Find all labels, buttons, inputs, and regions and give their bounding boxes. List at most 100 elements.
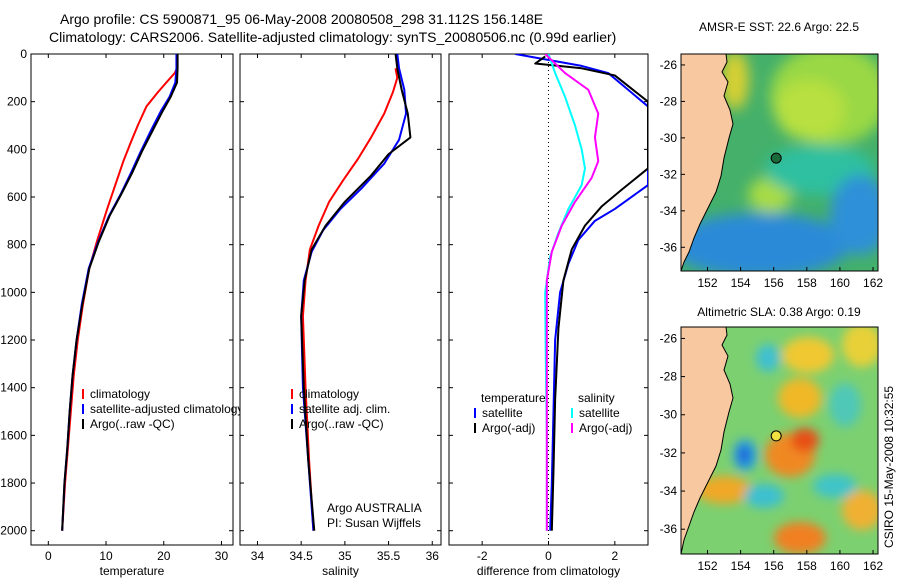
temperature-panel: 0 10 20 30 0 200 400 600 800 1000 1200 1400 1600 1800… [0, 47, 243, 578]
sst-map-title: AMSR-E SST: 22.6 Argo: 22.5 [699, 20, 859, 34]
salinity-xtick-label: 36 [426, 549, 440, 563]
sst-map-lat-label: -32 [660, 167, 678, 181]
sst-warm-core [775, 80, 845, 140]
temperature-legend-entry: Argo(..raw -QC) [90, 417, 175, 431]
depth-tick-label: 1800 [0, 476, 27, 490]
temperature-line-climatology [61, 67, 178, 531]
sla-high-7 [774, 522, 826, 554]
sla-map-title: Altimetric SLA: 0.38 Argo: 0.19 [697, 305, 861, 319]
difference-from-climatology-legend-entry: satellite [579, 406, 620, 420]
depth-tick-label: 200 [7, 95, 27, 109]
difference-from-climatology-xlabel: difference from climatology [477, 564, 620, 578]
temperature-axes-frame [30, 53, 234, 546]
sst-map-lon-label: 160 [830, 276, 850, 290]
sla-low-5 [813, 474, 857, 498]
sst-map-lat-label: -34 [660, 204, 678, 218]
salinity-xtick-label: 35 [338, 549, 352, 563]
sst-cool-region [681, 213, 850, 271]
temperature-xtick-label: 20 [157, 549, 171, 563]
temperature-xtick-label: 10 [99, 549, 113, 563]
sla-high-8 [842, 490, 878, 530]
sst-map-frame [680, 53, 879, 272]
salinity-legend-entry: climatology [299, 387, 359, 401]
sla-map-lon-label: 152 [697, 559, 717, 573]
sla-low-2 [829, 383, 861, 427]
temperature-legend-entry: climatology [90, 387, 150, 401]
difference-from-climatology-line-temperature-satellite [515, 54, 648, 531]
sla-high-6 [696, 476, 752, 504]
depth-tick-label: 1000 [0, 285, 27, 299]
sla-argo-marker [770, 430, 782, 442]
depth-tick-label: 2000 [0, 524, 27, 538]
depth-tick-label: 1600 [0, 428, 27, 442]
depth-tick-label: 1200 [0, 333, 27, 347]
argo-annotation: Argo AUSTRALIA [327, 501, 422, 515]
sla-map-lat-label: -30 [660, 408, 678, 422]
salinity-xtick-label: 35.5 [377, 549, 401, 563]
depth-tick-label: 0 [20, 47, 27, 61]
sst-map-lon-label: 154 [731, 276, 751, 290]
sst-coastal-warm [721, 54, 749, 110]
figure-title-line1: Argo profile: CS 5900871_95 06-May-2008 … [60, 11, 543, 27]
sst-land [681, 54, 734, 271]
sla-high-2 [842, 327, 878, 367]
sla-map-lon-label: 158 [797, 559, 817, 573]
salinity-legend-entry: satellite adj. clim. [299, 402, 390, 416]
sst-map: AMSR-E SST: 22.6 Argo: 22.5 152 154 156 158… [660, 20, 884, 290]
difference-from-climatology-legend-entry: salinity [578, 391, 615, 405]
sla-high-5 [791, 428, 819, 452]
figure-title-line2: Climatology: CARS2006. Satellite-adjuste… [49, 29, 616, 45]
salinity-panel: 34 34.5 35 35.5 36 salinity climatologysatelli… [239, 53, 442, 578]
sla-low-3-core [738, 446, 750, 464]
difference-from-climatology-legend-entry: satellite [482, 406, 523, 420]
difference-from-climatology-line-temperature-argo-adj- [534, 55, 648, 531]
temperature-xtick-label: 30 [215, 549, 229, 563]
difference-from-climatology-legend-entry: Argo(-adj) [579, 421, 632, 435]
difference-from-climatology-line-salinity-argo-adj- [544, 54, 600, 531]
sla-map-lat-label: -34 [660, 484, 678, 498]
sla-map-lat-label: -28 [660, 370, 678, 384]
temperature-xtick-label: 0 [45, 549, 52, 563]
sst-map-lon-label: 158 [797, 276, 817, 290]
sla-map-frame [680, 326, 879, 555]
salinity-xtick-label: 34.5 [289, 549, 313, 563]
sst-cool-east [830, 175, 878, 255]
sla-map-lon-label: 162 [863, 559, 883, 573]
sst-map-lat-label: -30 [660, 131, 678, 145]
argo-annotation: PI: Susan Wijffels [327, 516, 421, 530]
temperature-legend-entry: satellite-adjusted climatology [90, 402, 243, 416]
sla-low-4 [744, 484, 784, 508]
difference-from-climatology-legend-entry: Argo(-adj) [482, 421, 535, 435]
salinity-axes-frame [239, 53, 442, 546]
sla-map-lon-label: 156 [764, 559, 784, 573]
difference-from-climatology-axes-frame [448, 53, 649, 546]
temperature-xlabel: temperature [100, 564, 165, 578]
depth-tick-label: 800 [7, 238, 27, 252]
sst-map-lon-label: 152 [697, 276, 717, 290]
sst-map-lat-label: -28 [660, 94, 678, 108]
depth-tick-label: 400 [7, 142, 27, 156]
difference-from-climatology-xtick-label: 0 [545, 549, 552, 563]
sla-land [681, 327, 734, 554]
difference-from-climatology-xtick-label: 2 [611, 549, 618, 563]
difference-from-climatology-legend-entry: temperature [481, 391, 546, 405]
salinity-legend-entry: Argo(..raw -QC) [299, 417, 384, 431]
sla-high-3 [778, 378, 822, 418]
sst-map-lon-label: 156 [764, 276, 784, 290]
salinity-xlabel: salinity [322, 564, 359, 578]
salinity-line-climatology [301, 68, 399, 531]
csiro-timestamp: CSIRO 15-May-2008 10:32:55 [882, 386, 896, 548]
sst-map-lat-label: -26 [660, 58, 678, 72]
sla-map-lon-label: 160 [830, 559, 850, 573]
temperature-series-group [61, 54, 179, 531]
temperature-line-argo-raw-qc- [61, 54, 179, 531]
salinity-line-argo-raw-qc- [300, 54, 412, 531]
depth-tick-label: 1400 [0, 381, 27, 395]
sla-map-lon-label: 154 [731, 559, 751, 573]
sst-map-lon-label: 162 [863, 276, 883, 290]
sst-argo-marker [770, 152, 782, 164]
difference-from-climatology-xtick-label: -2 [477, 549, 488, 563]
sla-high-1 [782, 337, 834, 373]
